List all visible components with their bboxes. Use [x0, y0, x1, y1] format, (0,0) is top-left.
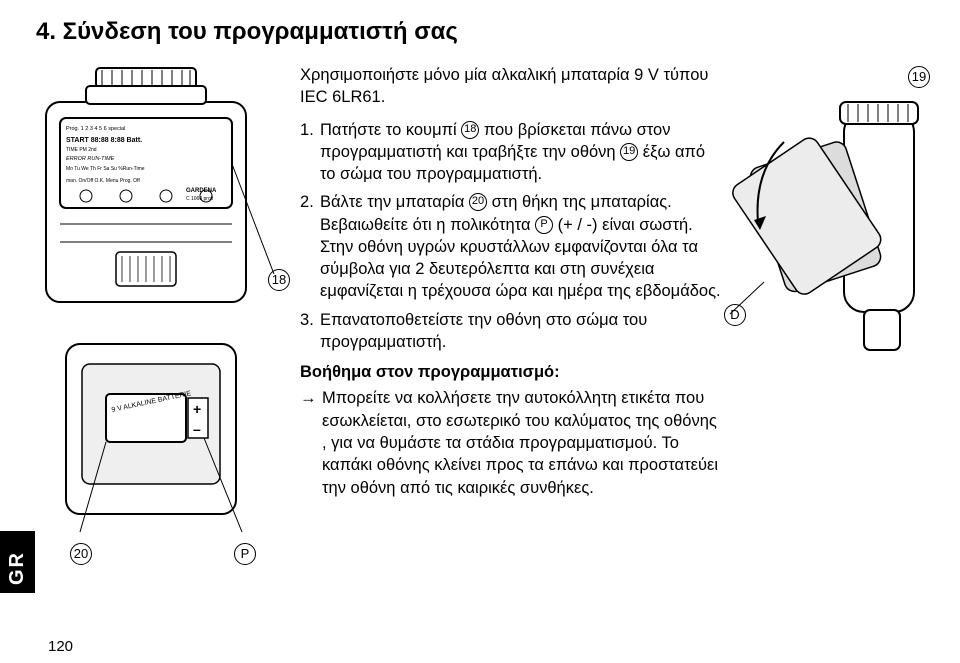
lcd-line2: START 88:88 8:88 Batt.	[66, 137, 142, 144]
step-1: Πατήστε το κουμπί 18 που βρίσκεται πάνω …	[300, 119, 724, 186]
inline-19: 19	[620, 143, 638, 161]
callout-P: P	[234, 542, 256, 565]
callout-D: D	[724, 304, 746, 326]
lcd-line5: Mo Tu We Th Fr Sa Su %Run-Time	[66, 166, 145, 172]
section-heading: 4. Σύνδεση του προγραμματιστή σας	[36, 18, 960, 46]
lcd-line6: man. On/Off O.K. Menu Prog. Off	[66, 178, 140, 184]
right-illustration-column: 19 D	[724, 64, 944, 554]
callout-20: 20	[70, 542, 92, 565]
lcd-line3: TIME PM 2nd	[66, 147, 97, 153]
content-row: Prog. 1 2 3 4 5 6 special START 88:88 8:…	[0, 64, 960, 554]
intro-text: Χρησιμοποιήστε μόνο μία αλκαλική μπαταρί…	[300, 64, 724, 109]
step2-part-a: Βάλτε την μπαταρία	[320, 193, 469, 211]
left-illustration-column: Prog. 1 2 3 4 5 6 special START 88:88 8:…	[36, 64, 296, 554]
help-body: Μπορείτε να κολλήσετε την αυτοκόλλητη ετ…	[300, 387, 724, 498]
battery-illustration: 9 V ALKALINE BATTERIE + –	[36, 334, 286, 554]
label-P: P	[234, 543, 256, 565]
inline-P: P	[535, 216, 553, 234]
lcd-line4: ERROR RUN-TIME	[66, 156, 115, 162]
callout-18: 18	[268, 268, 290, 291]
lcd-line1: Prog. 1 2 3 4 5 6 special	[66, 126, 125, 132]
callout-19: 19	[908, 66, 930, 88]
inline-20: 20	[469, 193, 487, 211]
model-text: C 1060 profi	[186, 196, 213, 202]
polarity-plus: +	[193, 401, 201, 417]
valve-illustration	[724, 82, 934, 382]
label-18: 18	[268, 269, 290, 291]
text-column: Χρησιμοποιήστε μόνο μία αλκαλική μπαταρί…	[296, 64, 724, 554]
brand-text: GARDENA	[186, 188, 217, 194]
language-tab: GR	[0, 531, 35, 593]
step1-part-a: Πατήστε το κουμπί	[320, 121, 461, 139]
step-2: Βάλτε την μπαταρία 20 στη θήκη της μπατα…	[300, 191, 724, 302]
page-number: 120	[48, 638, 73, 655]
step-3: Επανατοποθετείστε την οθόνη στο σώμα του…	[300, 309, 724, 354]
label-20: 20	[70, 543, 92, 565]
steps-list: Πατήστε το κουμπί 18 που βρίσκεται πάνω …	[300, 119, 724, 354]
inline-18: 18	[461, 121, 479, 139]
polarity-minus: –	[193, 421, 201, 437]
help-heading: Βοήθημα στον προγραμματισμό:	[300, 361, 724, 383]
controller-illustration: Prog. 1 2 3 4 5 6 special START 88:88 8:…	[36, 64, 286, 334]
